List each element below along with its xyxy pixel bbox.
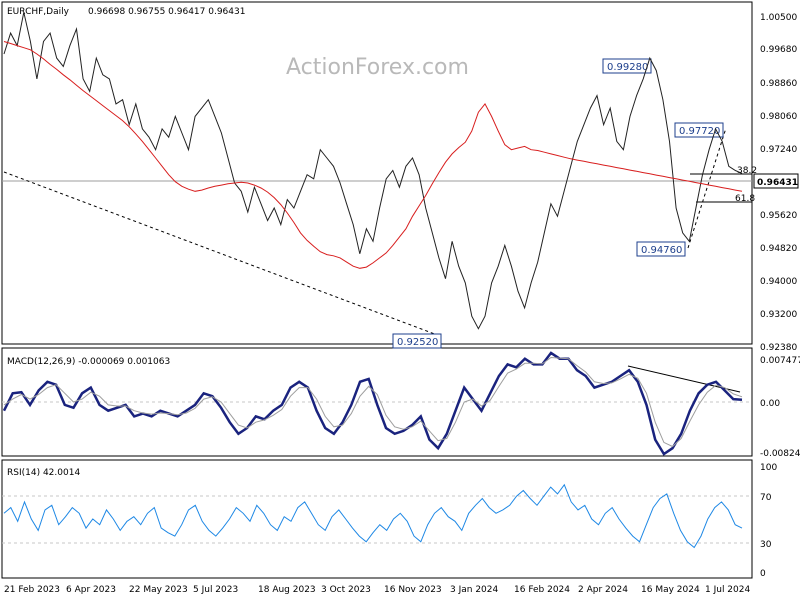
price-tick-label: 0.99680 — [760, 45, 797, 55]
level-label-swing-high: 0.97720 — [674, 122, 724, 138]
price-tick-label: 0.92380 — [760, 343, 797, 353]
macd-panel-title: MACD(12,26,9) -0.000069 0.001063 — [7, 357, 170, 367]
rsi-series-line — [3, 483, 743, 549]
x-tick-label: 18 Aug 2023 — [258, 585, 316, 595]
last-price-tag-text: 0.96431 — [757, 178, 798, 188]
x-tick-label: 6 Apr 2023 — [66, 585, 116, 595]
x-tick-label: 16 May 2024 — [641, 585, 700, 595]
macd-y-ticks: 0.007477 0.00 -0.00824 — [760, 356, 800, 459]
x-tick-label: 16 Nov 2023 — [384, 585, 442, 595]
price-tick-label: 0.97240 — [760, 145, 797, 155]
macd-series-line — [2, 351, 743, 456]
x-tick-label: 5 Jul 2023 — [193, 585, 238, 595]
macd-tick-label: 0.007477 — [760, 356, 800, 366]
level-label-high: 0.99280 — [602, 58, 652, 74]
x-tick-label: 16 Feb 2024 — [514, 585, 570, 595]
price-tick-label: 0.94000 — [760, 277, 797, 287]
price-ohlc-readout: 0.96698 0.96755 0.96417 0.96431 — [88, 7, 245, 17]
rsi-tick-label: 100 — [760, 463, 777, 473]
level-label-swing-low: 0.94760 — [636, 241, 686, 257]
rsi-tick-label: 70 — [760, 493, 772, 503]
price-panel-title: EURCHF,Daily — [7, 7, 70, 17]
price-tick-label: 0.95620 — [760, 211, 797, 221]
rsi-panel-title: RSI(14) 42.0014 — [7, 468, 80, 478]
rsi-tick-label: 30 — [760, 540, 772, 550]
level-label-swing-high-text: 0.97720 — [679, 126, 720, 137]
price-series-line — [3, 12, 743, 330]
macd-tick-label: 0.00 — [760, 399, 780, 409]
price-y-ticks: 1.00500 0.99680 0.98860 0.98060 0.97240 … — [760, 13, 797, 353]
x-tick-label: 22 May 2023 — [129, 585, 188, 595]
level-label-swing-low-text: 0.94760 — [641, 245, 682, 256]
price-tick-label: 0.93200 — [760, 310, 797, 320]
price-tick-label: 0.98060 — [760, 112, 797, 122]
rsi-y-ticks: 100 70 30 0 — [760, 463, 777, 579]
x-tick-label: 3 Jan 2024 — [450, 585, 498, 595]
level-label-low-text: 0.92520 — [397, 337, 438, 348]
level-label-low: 0.92520 — [392, 333, 442, 349]
moving-average-series-line — [3, 41, 743, 269]
x-tick-label: 21 Feb 2023 — [4, 585, 60, 595]
price-tick-label: 0.98860 — [760, 79, 797, 89]
retracement-trendline — [687, 127, 727, 249]
macd-tick-label: -0.00824 — [760, 449, 800, 459]
x-tick-label: 2 Apr 2024 — [578, 585, 628, 595]
x-axis-ticks: 21 Feb 2023 6 Apr 2023 22 May 2023 5 Jul… — [4, 585, 750, 595]
x-tick-label: 3 Oct 2023 — [321, 585, 371, 595]
price-tick-label: 1.00500 — [760, 13, 797, 23]
signal-series-line — [3, 356, 743, 448]
rsi-panel-frame — [1, 459, 753, 579]
fib-382-label: 38.2 — [737, 166, 757, 176]
fib-618-label: 61.8 — [735, 194, 755, 204]
x-tick-label: 1 Jul 2024 — [705, 585, 750, 595]
watermark-text: ActionForex.com — [286, 55, 469, 80]
rsi-tick-label: 0 — [760, 569, 766, 579]
plot-layer — [2, 12, 743, 549]
price-panel-frame — [1, 1, 753, 345]
last-price-tag: 0.96431 — [753, 173, 799, 189]
level-label-high-text: 0.99280 — [607, 62, 648, 73]
long-term-trendline — [3, 171, 441, 337]
price-tick-label: 0.94820 — [760, 244, 797, 254]
